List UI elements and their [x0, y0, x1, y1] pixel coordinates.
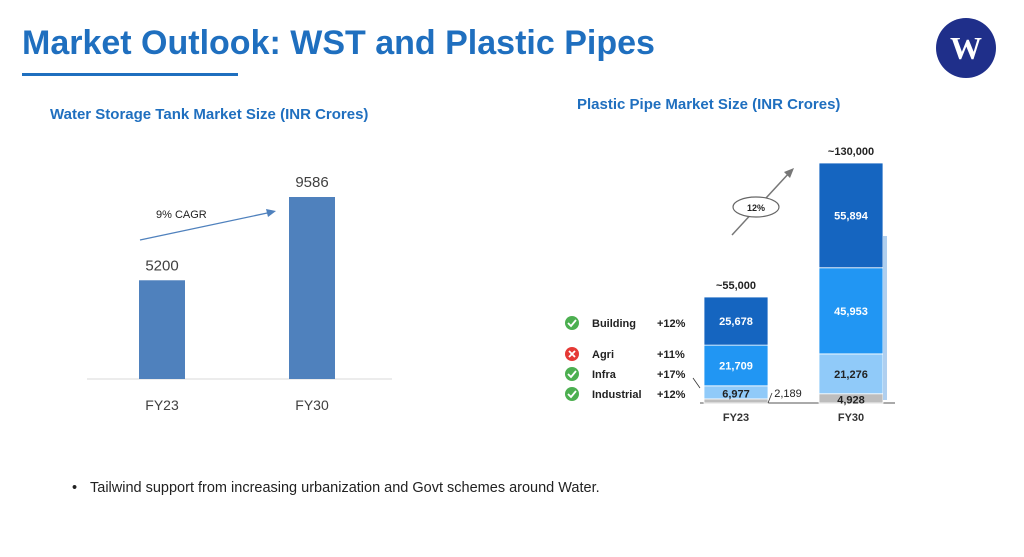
pipe-segment-label: 2,189 [774, 388, 802, 400]
legend-growth-agri: +11% [657, 349, 685, 361]
pipe-category-label: FY30 [838, 412, 864, 424]
pipe-growth-oval [732, 196, 780, 218]
pipe-total-label: ~130,000 [828, 146, 874, 158]
pipe-total-label: ~55,000 [716, 280, 756, 292]
bullet-dot: • [72, 480, 78, 496]
pipe-growth-arrowhead [784, 168, 794, 178]
check-mark [567, 390, 577, 399]
wst-category-label: FY30 [295, 397, 329, 413]
bullet-point: • Tailwind support from increasing urbani… [72, 480, 600, 496]
pipe-segment-label: 25,678 [719, 316, 753, 328]
pipe-segment-label: 21,276 [834, 369, 868, 381]
logo-letter: W [950, 29, 982, 66]
check-mark [567, 370, 577, 379]
check-icon [565, 316, 579, 330]
check-mark [567, 319, 577, 328]
pipe-category-label: FY23 [723, 412, 749, 424]
check-icon [565, 387, 579, 401]
pipe-segment-building-fy30 [818, 162, 884, 269]
legend-growth-building: +12% [657, 318, 686, 330]
legend-name-infra: Infra [592, 369, 617, 381]
wst-value-label: 9586 [295, 174, 328, 191]
wst-cagr-arrowhead [266, 209, 276, 217]
wst-chart-title: Water Storage Tank Market Size (INR Cror… [50, 106, 369, 123]
pipe-segment-agri-fy23 [703, 344, 769, 387]
wst-value-label: 5200 [145, 257, 178, 274]
wst-cagr-label: 9% CAGR [156, 209, 207, 221]
wst-cagr-arrow [139, 211, 273, 241]
legend-growth-industrial: +12% [657, 389, 686, 401]
company-logo: W [936, 18, 996, 78]
wst-bar-fy23 [139, 280, 185, 379]
legend-name-industrial: Industrial [592, 389, 642, 401]
legend-name-agri: Agri [592, 349, 614, 361]
legend-name-building: Building [592, 318, 636, 330]
page-title: Market Outlook: WST and Plastic Pipes [22, 24, 655, 62]
pipe-shadow-strip [883, 236, 887, 400]
title-underline [22, 73, 238, 76]
pipe-segment-building-fy23 [703, 296, 769, 346]
check-icon [565, 367, 579, 381]
wst-bar-fy30 [289, 197, 335, 379]
pipe-segment-infra-fy30 [818, 353, 884, 395]
cross-mark [568, 350, 576, 358]
pipe-segment-label: 21,709 [719, 360, 753, 372]
legend-leader-infra [692, 377, 701, 389]
legend-growth-infra: +17% [657, 369, 686, 381]
pipe-growth-label: 12% [747, 203, 765, 213]
wst-category-label: FY23 [145, 397, 179, 413]
pipe-chart-title: Plastic Pipe Market Size (INR Crores) [577, 96, 841, 113]
bullet-text: Tailwind support from increasing urbaniz… [90, 480, 600, 496]
pipe-segment-label: 4,928 [837, 394, 865, 406]
pipe-segment-label: 55,894 [834, 210, 869, 222]
pipe-label-leader [767, 392, 773, 404]
pipe-segment-label: 45,953 [834, 306, 868, 318]
pipe-segment-label: 6,977 [722, 388, 750, 400]
